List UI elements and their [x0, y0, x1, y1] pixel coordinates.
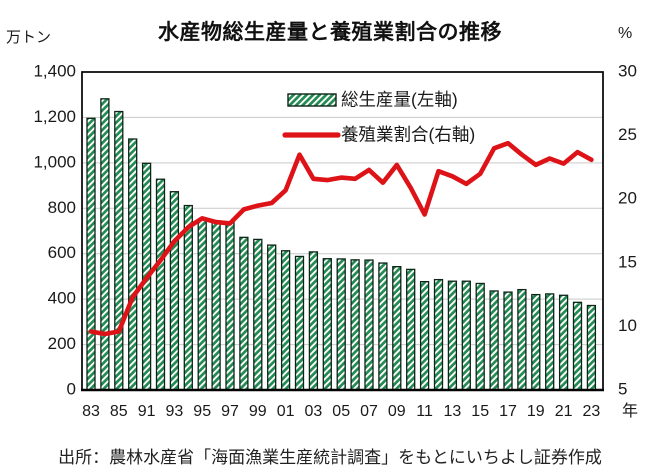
bar-2014 [461, 280, 471, 391]
bar-2007 [364, 259, 374, 391]
x-axis-tick: 07 [360, 403, 378, 420]
bar-1993 [169, 191, 180, 391]
bar-2018 [517, 288, 527, 391]
right-axis-tick: 30 [618, 61, 637, 80]
left-axis-tick: 1,400 [33, 61, 76, 80]
x-axis-tick: 03 [305, 403, 323, 420]
legend-bar-swatch [287, 93, 337, 107]
bar-2002 [294, 255, 305, 391]
bar-1990 [128, 138, 138, 391]
right-axis-tick: 25 [618, 125, 637, 144]
left-axis-tick: 200 [48, 334, 76, 353]
x-axis-suffix: 年 [622, 402, 638, 420]
bar-1999 [253, 238, 263, 391]
bar-2013 [447, 280, 458, 391]
bar-2012 [433, 278, 444, 391]
bar-2022 [572, 301, 583, 391]
bar-1995 [197, 219, 207, 391]
bar-1996 [211, 220, 221, 391]
x-axis-tick: 83 [82, 403, 100, 420]
bar-2019 [531, 293, 541, 391]
bar-2010 [406, 268, 416, 391]
bar-2006 [350, 259, 360, 391]
left-axis-unit-label: 万トン [6, 29, 52, 46]
right-axis-tick: 15 [618, 252, 637, 271]
x-axis-tick: 05 [332, 403, 350, 420]
bar-2008 [378, 262, 388, 391]
left-axis-tick: 1,200 [33, 107, 76, 126]
bar-2023 [586, 304, 597, 391]
bar-2021 [558, 294, 569, 391]
x-axis-tick: 19 [527, 403, 545, 420]
bar-1997 [225, 221, 235, 391]
x-axis-tick: 99 [249, 403, 267, 420]
x-axis-tick: 15 [471, 403, 489, 420]
bar-2001 [280, 250, 291, 391]
x-axis-tick: 09 [388, 403, 406, 420]
left-axis-tick: 1,000 [33, 152, 76, 171]
bar-2000 [267, 244, 277, 391]
bar-2011 [419, 281, 430, 391]
bar-1984 [100, 98, 110, 391]
left-axis-tick: 400 [48, 289, 76, 308]
bar-1983 [86, 117, 96, 391]
x-axis-tick: 91 [138, 403, 156, 420]
left-axis-tick: 600 [48, 243, 76, 262]
x-axis-tick: 95 [193, 403, 211, 420]
legend-row-bg [283, 124, 481, 147]
bar-2016 [489, 290, 499, 391]
x-axis-tick: 01 [277, 403, 295, 420]
bar-1992 [155, 178, 166, 391]
bar-2003 [308, 251, 319, 391]
source-note: 出所：農林水産省「海面漁業生産統計調査」をもとにいちよし証券作成 [58, 448, 602, 467]
x-axis-tick: 11 [416, 403, 433, 420]
bar-2015 [475, 282, 485, 391]
legend-label-production: 総生産量(左軸) [341, 90, 458, 110]
bar-2004 [322, 258, 332, 391]
left-axis-tick: 800 [48, 198, 76, 217]
x-axis-tick: 13 [444, 403, 462, 420]
bar-2020 [545, 293, 555, 391]
x-axis-tick: 21 [555, 403, 573, 420]
bar-1985 [114, 110, 124, 391]
x-axis-tick: 23 [583, 403, 601, 420]
bar-2009 [392, 266, 402, 391]
left-axis-tick: 0 [67, 379, 76, 398]
chart-title: 水産物総生産量と養殖業割合の推移 [158, 21, 502, 44]
right-axis-tick: 20 [618, 189, 637, 208]
bar-2005 [336, 258, 346, 391]
bar-2017 [503, 291, 513, 391]
bar-1998 [239, 236, 249, 391]
x-axis-tick: 85 [110, 403, 128, 420]
x-axis-tick: 97 [221, 403, 239, 420]
aquaculture-ratio-line [88, 140, 594, 337]
right-axis-tick: 10 [618, 316, 637, 335]
right-axis-unit-label: % [618, 25, 633, 42]
legend-label-ratio: 養殖業割合(右軸) [341, 125, 475, 145]
right-axis-tick: 5 [618, 379, 627, 398]
x-axis-tick: 93 [166, 403, 184, 420]
x-axis-tick: 17 [499, 403, 517, 420]
